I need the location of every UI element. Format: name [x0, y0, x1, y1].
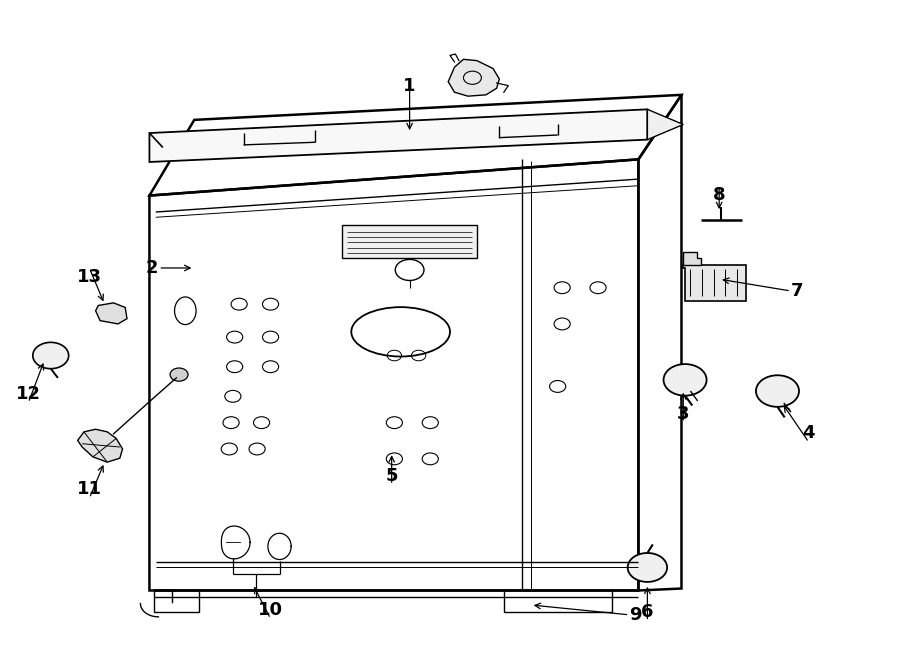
Circle shape — [627, 553, 667, 582]
Text: 6: 6 — [641, 603, 653, 621]
Circle shape — [170, 368, 188, 381]
Text: 11: 11 — [76, 481, 102, 498]
Text: 7: 7 — [791, 282, 804, 300]
Polygon shape — [683, 252, 701, 264]
Circle shape — [32, 342, 68, 369]
Text: 9: 9 — [629, 606, 642, 624]
Circle shape — [663, 364, 706, 396]
Polygon shape — [448, 59, 500, 96]
Polygon shape — [95, 303, 127, 324]
Polygon shape — [683, 264, 746, 301]
Text: 2: 2 — [146, 259, 158, 277]
Text: 12: 12 — [16, 385, 40, 403]
Text: 8: 8 — [713, 186, 725, 204]
Text: 4: 4 — [803, 424, 815, 442]
Polygon shape — [647, 109, 683, 139]
Text: 5: 5 — [385, 467, 398, 485]
Circle shape — [756, 375, 799, 407]
Text: 10: 10 — [258, 601, 284, 619]
Polygon shape — [149, 109, 647, 162]
Polygon shape — [77, 429, 122, 462]
Text: 3: 3 — [677, 405, 689, 422]
Text: 1: 1 — [403, 77, 416, 95]
Text: 13: 13 — [76, 268, 102, 286]
Polygon shape — [342, 225, 477, 258]
